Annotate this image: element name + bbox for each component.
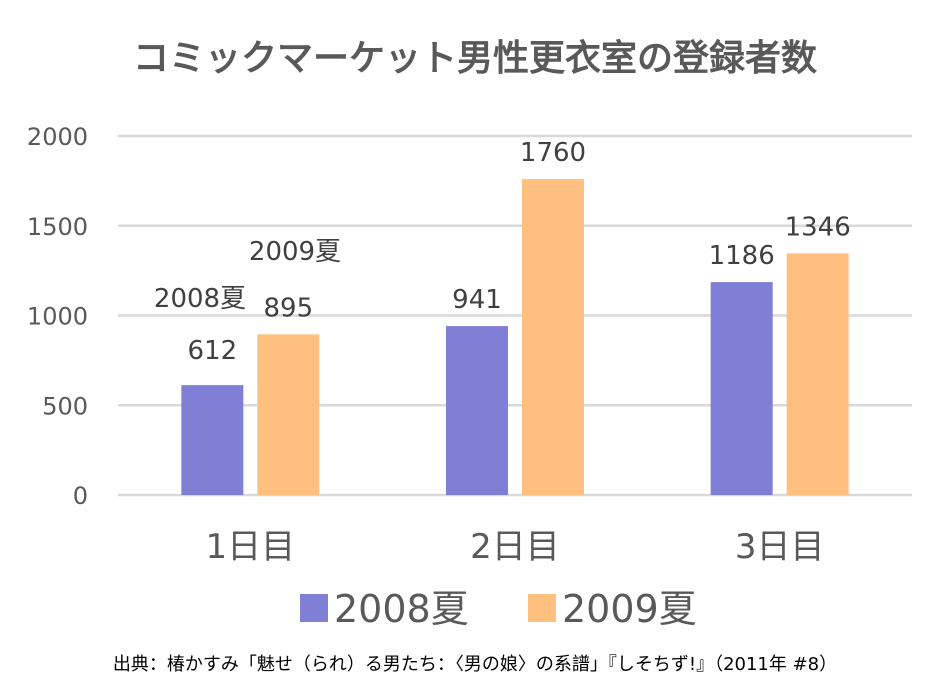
source-note: 出典：椿かすみ「魅せ（られ）る男たち：〈男の娘〉の系譜」『しそちず!』（2011…	[113, 654, 837, 675]
y-tick-label: 1500	[27, 213, 88, 241]
legend-label: 2009夏	[562, 587, 697, 631]
data-label: 1186	[709, 241, 775, 271]
y-tick-label: 500	[42, 392, 88, 420]
y-tick-label: 1000	[27, 303, 88, 331]
bar-2009夏-3日目	[786, 253, 849, 495]
data-label: 1760	[520, 138, 586, 168]
series-annotation-2009: 2009夏	[249, 237, 341, 267]
x-tick-label: 1日目	[206, 527, 296, 567]
legend-label: 2008夏	[334, 587, 469, 631]
bar-2009夏-2日目	[522, 179, 584, 495]
x-tick-label: 3日目	[735, 527, 825, 567]
y-tick-label: 0	[73, 482, 88, 510]
data-label: 941	[452, 285, 502, 315]
chart-title: コミックマーケット男性更衣室の登録者数	[133, 38, 817, 79]
legend-swatch	[300, 594, 328, 622]
bar-2008夏-1日目	[181, 385, 244, 495]
legend-swatch	[528, 594, 556, 622]
x-tick-label: 2日目	[470, 527, 560, 567]
bar-2009夏-1日目	[257, 334, 320, 495]
series-annotation-2008: 2008夏	[154, 284, 246, 314]
data-label: 895	[264, 293, 314, 323]
bar-2008夏-3日目	[710, 282, 773, 495]
data-label: 612	[188, 336, 238, 366]
data-label: 1346	[785, 212, 851, 242]
bar-2008夏-2日目	[446, 326, 508, 495]
y-tick-label: 2000	[27, 123, 88, 151]
